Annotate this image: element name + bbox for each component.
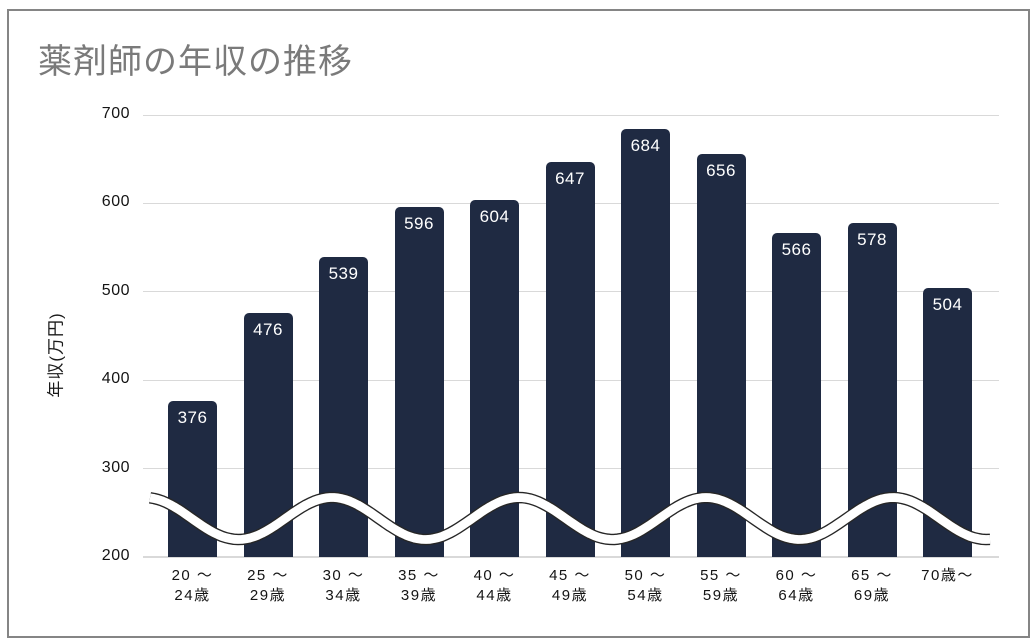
bar-value-label: 596 xyxy=(404,213,434,233)
bar: 578 xyxy=(847,222,897,557)
bar-value-label: 476 xyxy=(253,320,283,340)
y-tick-label: 200 xyxy=(101,547,130,564)
chart-title: 薬剤師の年収の推移 xyxy=(38,43,353,81)
bar: 539 xyxy=(319,257,368,557)
y-tick-label: 300 xyxy=(101,458,130,476)
y-tick-label: 500 xyxy=(101,281,130,299)
bar-value-label: 376 xyxy=(177,408,208,428)
bar: 376 xyxy=(168,401,217,557)
bar-value-label: 539 xyxy=(328,264,359,284)
x-tick-label: 40 ～ 44歳 xyxy=(473,567,516,604)
x-tick-label: 25 ～ 29歳 xyxy=(247,567,289,604)
x-tick-label: 60 ～ 64歳 xyxy=(775,567,818,604)
bar: 604 xyxy=(470,199,519,557)
bar-value-label: 684 xyxy=(630,136,661,156)
bar: 566 xyxy=(772,233,821,557)
x-tick-label: 20 ～ 24歳 xyxy=(171,567,214,604)
y-tick-label: 400 xyxy=(101,370,130,388)
x-tick-label: 55 ～ 59歳 xyxy=(700,567,742,604)
bar: 596 xyxy=(394,206,444,557)
bar: 656 xyxy=(696,153,746,557)
x-tick-label: 50 ～ 54歳 xyxy=(624,567,667,604)
x-tick-label: 30 ～ 34歳 xyxy=(322,567,365,604)
bar: 476 xyxy=(243,313,293,557)
x-tick-label: 65 ～ 69歳 xyxy=(851,567,893,604)
bar-value-label: 647 xyxy=(555,168,585,188)
y-tick-label: 600 xyxy=(101,193,130,211)
bar-value-label: 504 xyxy=(932,295,963,315)
bar-value-label: 604 xyxy=(479,206,510,226)
gridline xyxy=(143,114,999,116)
bar-value-label: 578 xyxy=(857,229,887,249)
x-axis-baseline xyxy=(143,556,999,558)
bar: 647 xyxy=(545,161,595,557)
x-tick-label: 70歳～ xyxy=(921,567,974,584)
y-tick-label: 700 xyxy=(101,105,130,122)
x-tick-label: 45 ～ 49歳 xyxy=(549,567,591,604)
bar-value-label: 566 xyxy=(781,240,812,260)
x-tick-label: 35 ～ 39歳 xyxy=(398,567,440,604)
bar: 504 xyxy=(923,288,972,557)
bar-value-label: 656 xyxy=(706,160,736,180)
bar: 684 xyxy=(621,129,670,557)
